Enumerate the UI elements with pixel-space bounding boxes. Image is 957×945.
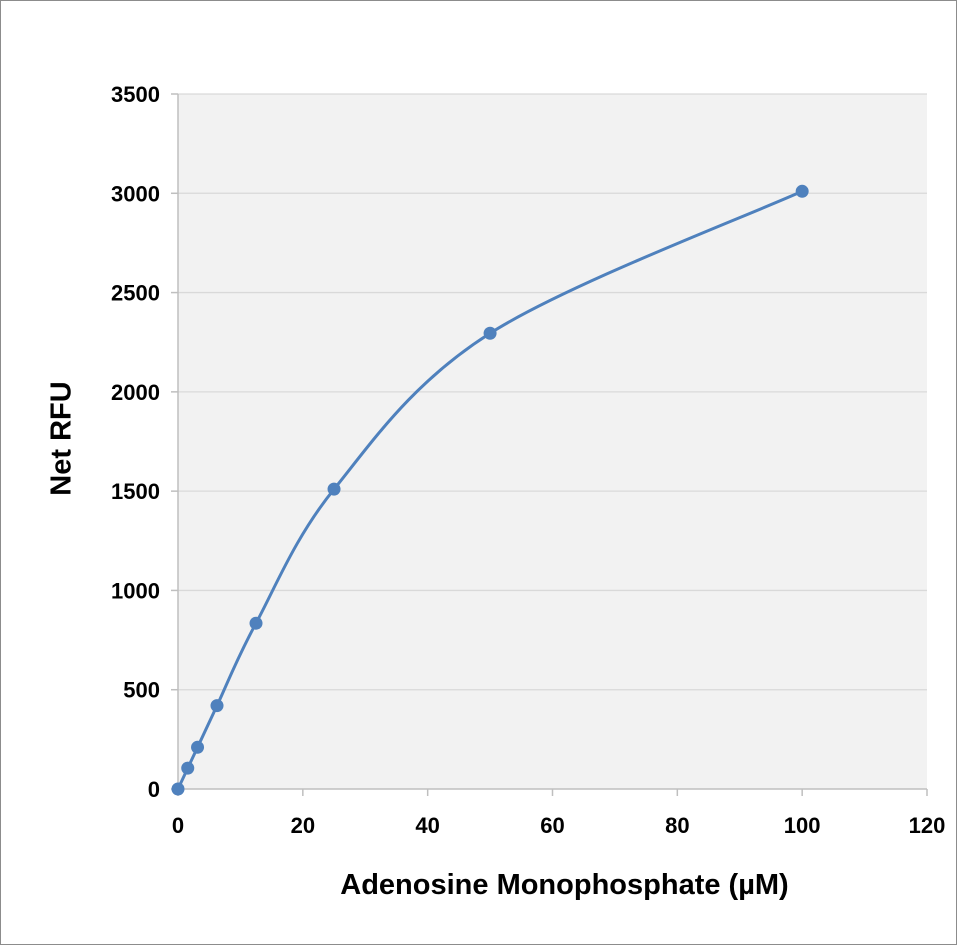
- gridlines: [178, 93, 927, 691]
- data-point-5: [327, 482, 341, 496]
- y-tick-label-500: 500: [123, 678, 160, 703]
- y-tick-label-0: 0: [148, 777, 160, 802]
- data-point-2: [191, 740, 205, 754]
- data-point-6: [483, 326, 497, 340]
- tick-labels: 0 500 1000 1500 2000 2500 3000 3500 0 20 40 60 80 100…: [111, 82, 945, 838]
- y-axis-title: Net RFU: [46, 381, 78, 495]
- y-tick-label-3500: 3500: [111, 82, 160, 107]
- y-tick-label-3000: 3000: [111, 181, 160, 206]
- data-point-7: [795, 184, 809, 198]
- plot-area: [178, 94, 927, 789]
- y-tick-label-1000: 1000: [111, 578, 160, 603]
- series-layer: [171, 184, 809, 796]
- data-point-1: [181, 761, 195, 775]
- data-point-0: [171, 782, 185, 796]
- x-tick-label-60: 60: [540, 813, 564, 838]
- x-tick-label-80: 80: [665, 813, 689, 838]
- y-tick-label-2000: 2000: [111, 380, 160, 405]
- x-tick-label-120: 120: [909, 813, 946, 838]
- x-tick-label-100: 100: [784, 813, 821, 838]
- series-line-0: [176, 189, 803, 790]
- x-tick-label-20: 20: [291, 813, 315, 838]
- axes: [171, 93, 928, 796]
- data-point-3: [210, 699, 224, 713]
- x-axis-title: Adenosine Monophosphate (µM): [340, 869, 788, 901]
- data-point-4: [249, 616, 263, 630]
- y-tick-label-1500: 1500: [111, 479, 160, 504]
- x-tick-label-0: 0: [172, 813, 184, 838]
- x-tick-label-40: 40: [415, 813, 439, 838]
- y-tick-label-2500: 2500: [111, 281, 160, 306]
